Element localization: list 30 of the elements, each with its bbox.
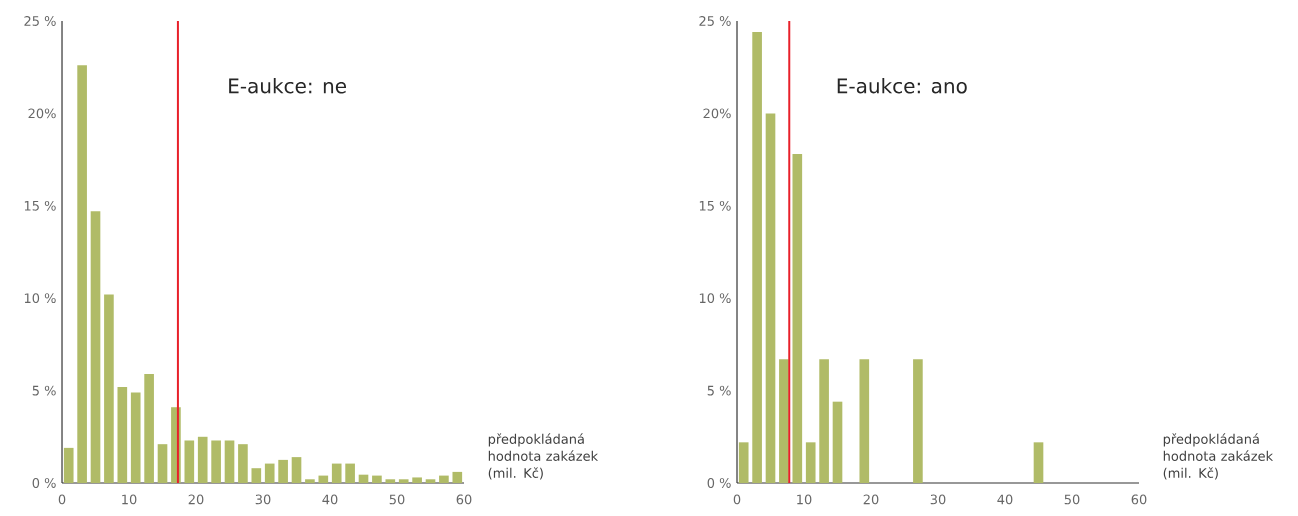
annotation: E-aukce: ne (229, 77, 346, 94)
x-tick-label: 40 (322, 494, 338, 505)
y-tick-label: 5 % (707, 385, 731, 396)
y-tick-label: 5 % (32, 385, 56, 396)
x-tick-label: 30 (255, 494, 271, 505)
y-tick-label: 0 % (707, 478, 731, 488)
x-tick-label: 30 (930, 494, 946, 505)
y-tick-label: 20% (703, 108, 731, 119)
x-tick-label: 50 (1064, 494, 1080, 505)
x-tick-label: 20 (188, 494, 204, 505)
x-tick-label: 60 (456, 494, 472, 505)
y-tick-label: 20% (28, 108, 56, 119)
x-tick-label: 60 (1131, 494, 1147, 505)
y-tick-label: 0 % (32, 478, 56, 488)
y-tick-label: 25 % (699, 16, 731, 26)
x-tick-label: 20 (863, 494, 879, 505)
x-tick-label: 0 (58, 494, 66, 505)
y-tick-label: 25 % (24, 16, 56, 26)
x-tick-label: 10 (122, 494, 137, 505)
x-tick-label: 50 (389, 494, 405, 505)
x-tick-label: 40 (997, 494, 1013, 505)
x-axis-title: předpokládaná hodnota zakázek (mil. Kč) (1163, 433, 1274, 480)
y-tick-label: 10 % (24, 293, 56, 304)
x-tick-label: 10 (797, 494, 812, 505)
annotation: E-aukce: ano (837, 77, 967, 94)
y-tick-label: 10 % (699, 293, 731, 304)
y-tick-label: 15 % (699, 200, 731, 211)
x-tick-label: 0 (733, 494, 741, 505)
y-tick-label: 15 % (24, 200, 56, 211)
x-axis-title: předpokládaná hodnota zakázek (mil. Kč) (488, 433, 599, 480)
